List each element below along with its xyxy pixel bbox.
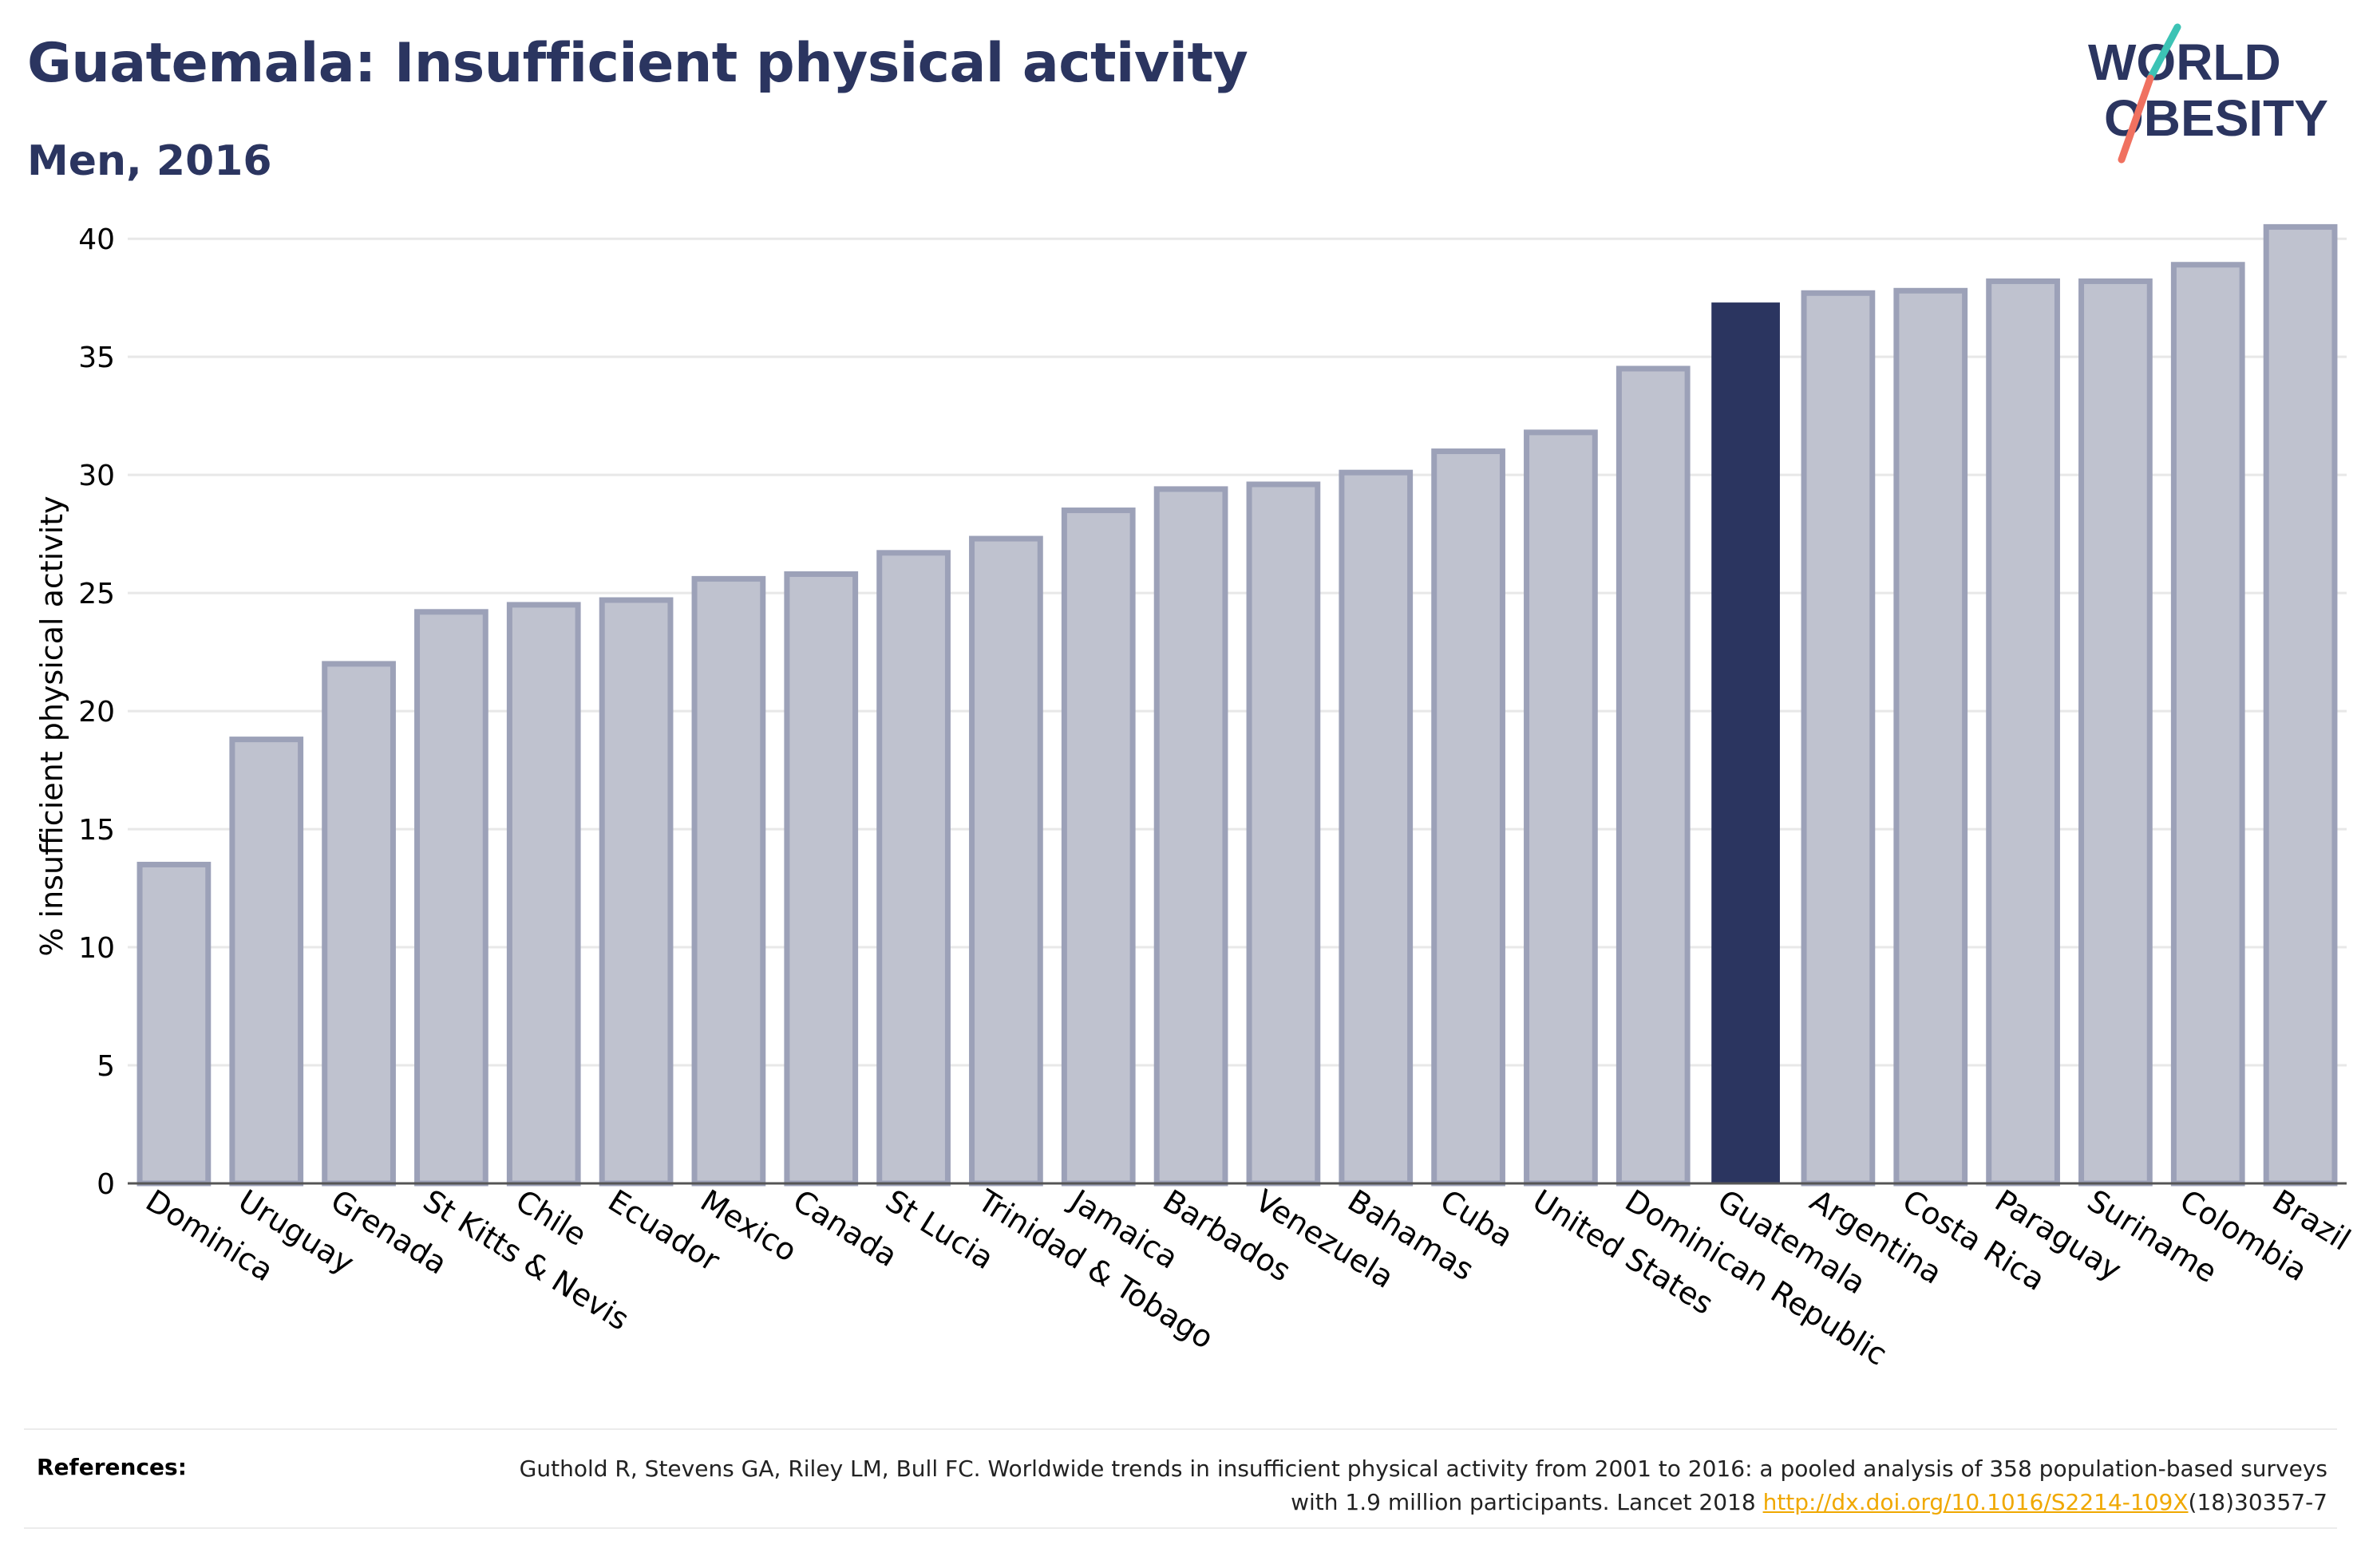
y-tick-label: 5 (97, 1050, 115, 1083)
bars (136, 223, 2338, 1187)
bar-grenada (322, 661, 396, 1187)
world-obesity-logo: WORLD OBESITY (2088, 23, 2328, 164)
bar-chart: 0 5 10 15 20 25 30 35 40 DominicaUruguayGrenadaS… (34, 223, 2357, 1372)
logo-slash-teal (2146, 23, 2181, 82)
x-tick-label: Canada (787, 1183, 904, 1274)
bar-suriname (2078, 278, 2153, 1187)
bar-bahamas (1339, 469, 1414, 1187)
y-tick-label: 20 (78, 696, 115, 729)
chart-subtitle: Men, 2016 (27, 137, 272, 185)
bar-st-lucia (876, 550, 951, 1187)
references-citation: Guthold R, Stevens GA, Riley LM, Bull FC… (519, 1455, 2327, 1515)
bar-paraguay (1986, 278, 2060, 1187)
y-tick-label: 25 (78, 578, 115, 610)
references-text: Guthold R, Stevens GA, Riley LM, Bull FC… (492, 1452, 2327, 1519)
bar-argentina (1801, 290, 1876, 1187)
bar-dominica (136, 861, 212, 1187)
references-panel: References: Guthold R, Stevens GA, Riley… (24, 1428, 2337, 1529)
bar-barbados (1153, 486, 1228, 1187)
bar-st-kitts-nevis (414, 609, 488, 1187)
bar-uruguay (229, 737, 304, 1187)
y-tick-label: 35 (78, 342, 115, 374)
bar-jamaica (1061, 508, 1136, 1187)
bar-ecuador (599, 597, 674, 1187)
references-doi-link[interactable]: http://dx.doi.org/10.1016/S2214-109X (1762, 1489, 2189, 1515)
bar-united-states (1524, 429, 1598, 1187)
bar-brazil (2263, 223, 2338, 1187)
bar-colombia (2170, 262, 2245, 1187)
bar-cuba (1431, 448, 1505, 1187)
logo-text-world: WORLD (2088, 34, 2281, 91)
y-tick-label: 10 (78, 932, 115, 965)
bar-mexico (691, 575, 766, 1187)
bar-canada (784, 571, 859, 1187)
bar-venezuela (1246, 481, 1321, 1187)
chart-title: Guatemala: Insufficient physical activit… (27, 32, 1248, 95)
y-tick-label: 0 (97, 1168, 115, 1201)
bar-chile (506, 602, 581, 1187)
y-tick-label: 30 (78, 460, 115, 492)
gridlines (128, 237, 2347, 1067)
references-citation-suffix: (18)30357-7 (2188, 1489, 2327, 1515)
y-tick-labels: 0 5 10 15 20 25 30 35 40 (78, 223, 115, 1201)
logo-slash-coral (2118, 74, 2154, 164)
y-axis-label: % insufficient physical activity (34, 496, 69, 956)
y-tick-label: 40 (78, 223, 115, 256)
y-tick-label: 15 (78, 814, 115, 847)
bar-dominican-republic (1616, 365, 1691, 1187)
bar-trinidad-tobago (969, 535, 1043, 1187)
bar-costa-rica (1893, 287, 1968, 1187)
bar-guatemala (1711, 302, 1780, 1183)
references-label: References: (37, 1454, 187, 1480)
